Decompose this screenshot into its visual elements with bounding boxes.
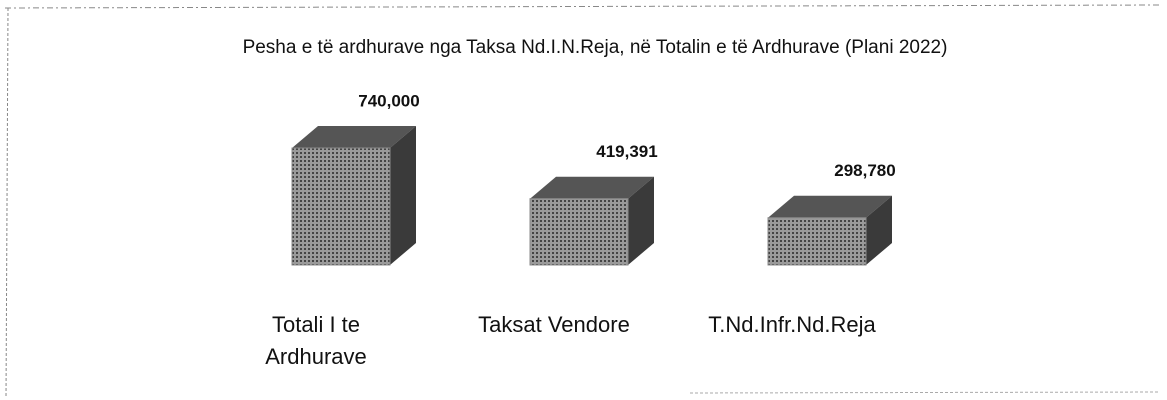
- bar-side: [390, 126, 416, 265]
- value-label: 419,391: [596, 142, 657, 161]
- chart-title: Pesha e të ardhurave nga Taksa Nd.I.N.Re…: [243, 37, 948, 58]
- category-label: T.Nd.Infr.Nd.Reja: [708, 312, 876, 337]
- bar: [529, 198, 629, 266]
- value-label: 740,000: [358, 91, 419, 110]
- bar-top: [530, 176, 654, 199]
- bar-side: [866, 195, 892, 265]
- category-label: Taksat Vendore: [478, 312, 630, 337]
- scan-border-bottom: [689, 391, 1161, 394]
- scan-border-top: [4, 4, 1161, 9]
- bar: [767, 217, 867, 266]
- bar-side: [628, 176, 654, 265]
- category-label: Totali I te Ardhurave: [265, 312, 367, 369]
- bar-top: [768, 195, 892, 218]
- scan-border-left: [5, 7, 9, 399]
- bar: [291, 147, 391, 266]
- value-label: 298,780: [834, 161, 895, 180]
- bar-top: [292, 126, 416, 148]
